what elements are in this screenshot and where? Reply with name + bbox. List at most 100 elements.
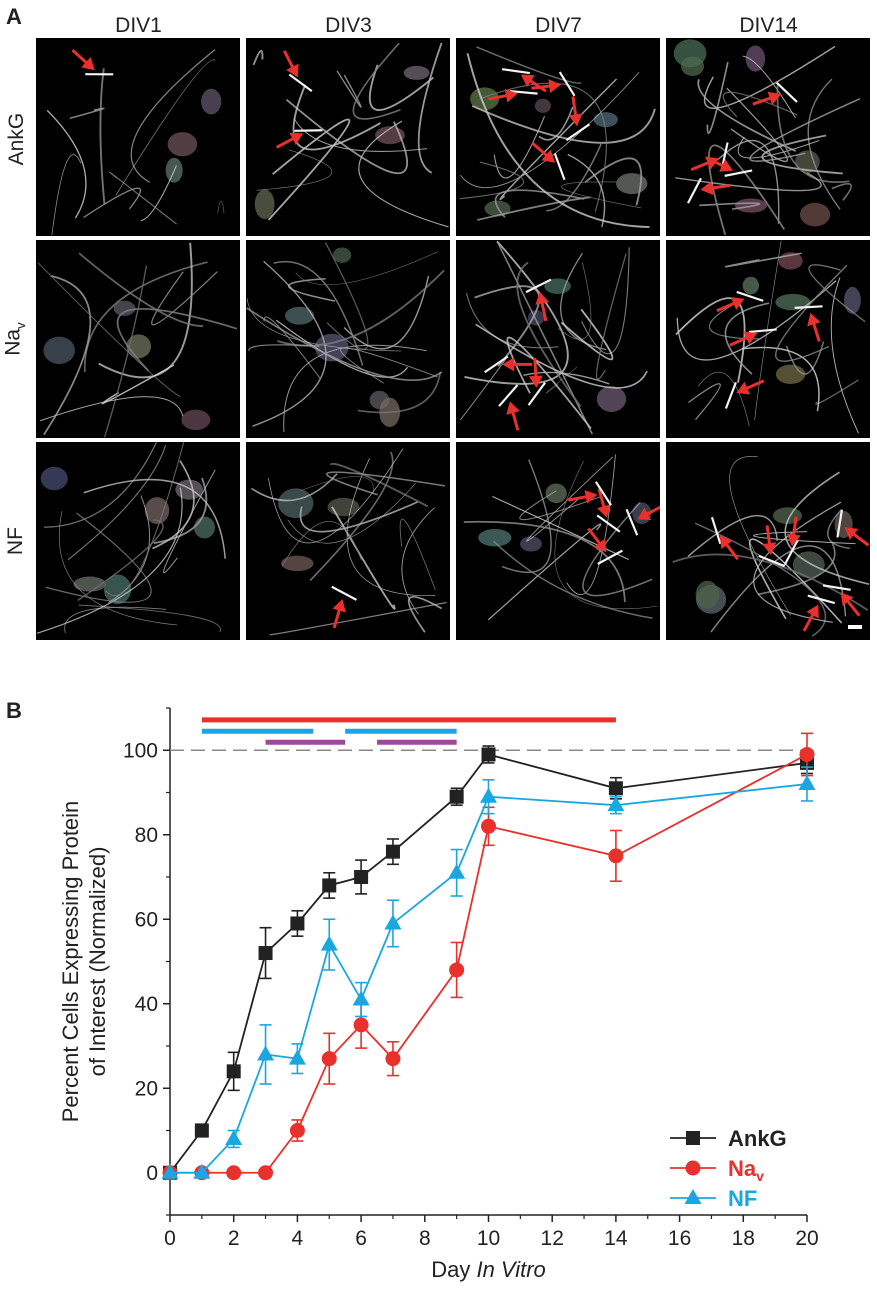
neurite xyxy=(46,109,87,219)
row-label-ankg-text: AnkG xyxy=(5,112,29,166)
axon-initial-segment xyxy=(294,129,323,132)
neurite xyxy=(83,187,141,219)
axon-initial-segment xyxy=(748,328,777,334)
point-nav xyxy=(353,1017,369,1033)
red-arrow xyxy=(531,141,556,163)
cell-body xyxy=(742,276,760,295)
neurite xyxy=(51,154,82,236)
row-label-nf: NF xyxy=(4,527,30,555)
axon-initial-segment xyxy=(553,153,566,181)
neurite xyxy=(357,371,442,414)
red-arrow xyxy=(802,604,819,632)
neurite xyxy=(267,118,351,221)
axon-initial-segment xyxy=(525,278,552,294)
neurite xyxy=(558,262,592,340)
neurite xyxy=(256,149,333,191)
point-nf xyxy=(448,863,466,879)
column-header-div3: DIV3 xyxy=(325,14,372,37)
neurite xyxy=(368,64,434,111)
neurite xyxy=(708,302,760,340)
neurite xyxy=(775,264,848,362)
cell-body xyxy=(278,488,314,519)
red-arrow xyxy=(736,379,765,395)
axon-initial-segment xyxy=(527,381,547,406)
neurite xyxy=(281,521,362,567)
neurite xyxy=(815,379,859,405)
red-arrow xyxy=(786,516,801,547)
point-ankg xyxy=(354,870,369,884)
y-tick-label: 40 xyxy=(135,993,158,1016)
x-tick-label: 16 xyxy=(668,1227,691,1250)
neurite xyxy=(460,71,640,189)
neurite xyxy=(581,247,630,355)
red-arrow xyxy=(705,156,733,172)
neurite xyxy=(463,520,626,603)
axon-initial-segment xyxy=(509,89,538,95)
micrograph-nf-div1 xyxy=(36,442,240,640)
neurite xyxy=(831,183,852,201)
y-tick-label: 0 xyxy=(146,1162,158,1185)
red-arrow xyxy=(275,132,304,149)
red-arrow xyxy=(844,527,870,547)
cell-body xyxy=(470,87,500,111)
red-arrow xyxy=(729,331,758,347)
legend-label-nav: Nav xyxy=(728,1156,764,1184)
point-ankg xyxy=(226,1064,241,1079)
point-ankg xyxy=(608,781,623,796)
axon-initial-segment xyxy=(794,305,823,309)
axon-initial-segment xyxy=(625,508,639,536)
cell-body xyxy=(167,132,198,157)
legend-label-text: NF xyxy=(728,1186,757,1211)
axon-initial-segment xyxy=(724,169,753,177)
neurite xyxy=(67,445,167,561)
neurite xyxy=(267,448,404,544)
point-ankg xyxy=(449,789,464,804)
point-nav xyxy=(608,848,624,864)
micrograph-ankg-div1 xyxy=(36,38,240,236)
neurite xyxy=(753,501,842,623)
neurite xyxy=(401,507,435,615)
cell-body xyxy=(596,386,627,412)
neurite xyxy=(269,601,447,636)
axon-initial-segment xyxy=(687,177,702,204)
neurite xyxy=(103,265,148,438)
neurite xyxy=(560,308,614,361)
red-arrow xyxy=(502,357,533,372)
red-arrow xyxy=(637,505,660,520)
neurite xyxy=(399,518,436,591)
neurite xyxy=(561,181,642,209)
point-nav xyxy=(385,1051,401,1067)
neurite xyxy=(78,604,221,633)
neurite xyxy=(519,490,603,521)
neurite xyxy=(292,84,382,151)
axon-initial-segment xyxy=(783,539,799,566)
neurite xyxy=(688,383,721,421)
cell-body xyxy=(775,364,806,385)
micrograph-ankg-div14 xyxy=(666,38,870,236)
neurite xyxy=(493,116,546,179)
cell-body xyxy=(616,173,648,195)
neurite xyxy=(742,346,820,412)
scale-bar xyxy=(848,625,862,629)
red-arrow xyxy=(568,96,583,127)
neurite xyxy=(697,371,750,427)
x-tick-label: 10 xyxy=(477,1227,500,1250)
axon-initial-segment xyxy=(331,585,358,601)
neurite xyxy=(417,42,443,174)
neurite xyxy=(288,277,336,302)
neurite xyxy=(475,323,648,389)
neurite xyxy=(98,242,193,379)
red-arrow xyxy=(282,50,299,78)
cell-body xyxy=(144,497,170,524)
neurite xyxy=(726,87,788,163)
cell-body xyxy=(534,98,551,113)
column-header-div7: DIV7 xyxy=(535,14,582,37)
neurite xyxy=(737,136,820,159)
axon-initial-segment xyxy=(594,481,612,506)
neurite xyxy=(567,153,606,228)
cell-body xyxy=(175,479,204,500)
axon-initial-segment xyxy=(597,549,623,565)
point-nf xyxy=(161,1163,179,1179)
cell-body xyxy=(673,39,707,68)
cell-body xyxy=(775,293,811,311)
